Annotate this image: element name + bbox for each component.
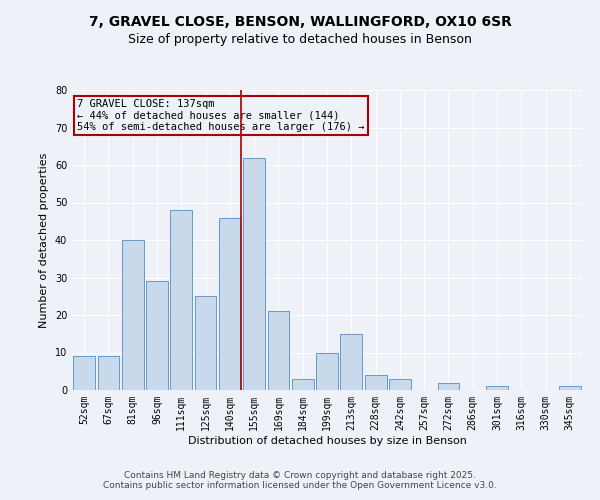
- Y-axis label: Number of detached properties: Number of detached properties: [39, 152, 49, 328]
- Bar: [292, 379, 314, 390]
- Bar: [268, 311, 289, 390]
- Bar: [97, 356, 119, 390]
- Bar: [146, 281, 168, 390]
- Bar: [73, 356, 95, 390]
- Bar: [170, 210, 192, 390]
- Bar: [389, 379, 411, 390]
- Bar: [219, 218, 241, 390]
- Bar: [194, 296, 217, 390]
- Bar: [365, 375, 386, 390]
- X-axis label: Distribution of detached houses by size in Benson: Distribution of detached houses by size …: [188, 436, 466, 446]
- Bar: [122, 240, 143, 390]
- Text: 7, GRAVEL CLOSE, BENSON, WALLINGFORD, OX10 6SR: 7, GRAVEL CLOSE, BENSON, WALLINGFORD, OX…: [89, 15, 511, 29]
- Bar: [316, 352, 338, 390]
- Bar: [559, 386, 581, 390]
- Bar: [243, 158, 265, 390]
- Text: Size of property relative to detached houses in Benson: Size of property relative to detached ho…: [128, 32, 472, 46]
- Bar: [437, 382, 460, 390]
- Bar: [486, 386, 508, 390]
- Text: Contains HM Land Registry data © Crown copyright and database right 2025.
Contai: Contains HM Land Registry data © Crown c…: [103, 470, 497, 490]
- Text: 7 GRAVEL CLOSE: 137sqm
← 44% of detached houses are smaller (144)
54% of semi-de: 7 GRAVEL CLOSE: 137sqm ← 44% of detached…: [77, 99, 365, 132]
- Bar: [340, 334, 362, 390]
